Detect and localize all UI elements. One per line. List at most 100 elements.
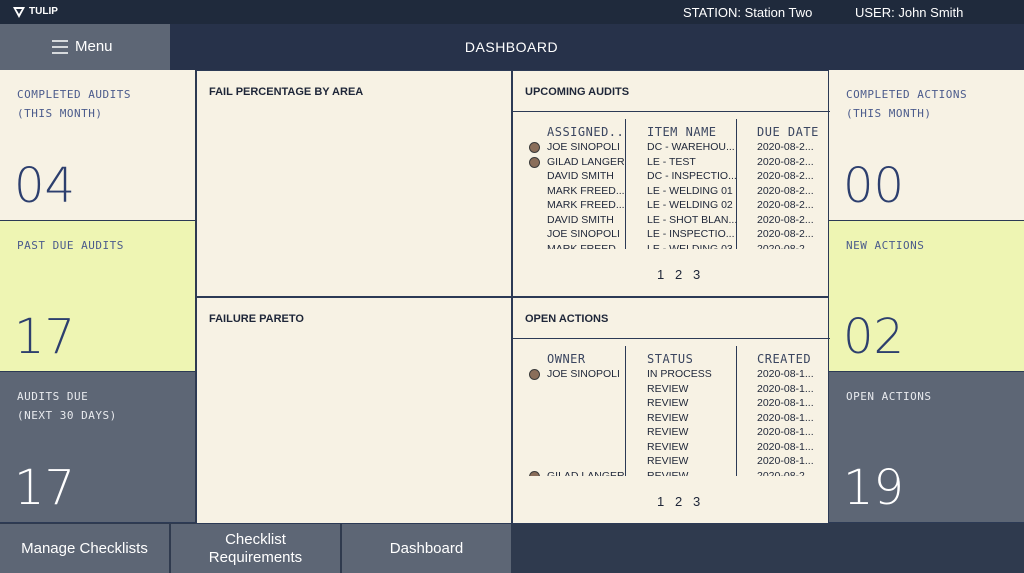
avatar [529,156,540,168]
page-link[interactable]: 3 [693,494,701,509]
table-cell: LE - WELDING 02 [647,199,733,211]
kpi-label: AUDITS DUE [17,390,89,403]
avatar [529,142,540,153]
avatar [529,470,540,476]
table-cell: 2020-08-1... [757,426,814,438]
table-cell: DC - WAREHOU... [647,141,735,153]
chart-panel: FAIL PERCENTAGE BY AREA [196,70,512,297]
nav-button-label: Manage Checklists [21,539,148,557]
table-cell: REVIEW [647,469,689,477]
kpi-label: (THIS MONTH) [846,107,932,120]
kpi-value: 00 [843,158,905,214]
kpi-value: 17 [14,309,76,365]
table-cell: GILAD LANGER [547,155,625,168]
kpi-label: NEW ACTIONS [846,239,925,252]
nav-button-label: Dashboard [389,539,464,557]
table-title: OPEN ACTIONS [525,313,609,325]
table-body: JOE SINOPOLI DC - WAREHOU... 2020-08-2... G… [513,141,830,249]
column-header: STATUS [647,352,694,366]
table-cell: JOE SINOPOLI [547,368,620,380]
nav-button[interactable]: Checklist Requirements [171,524,341,573]
table-cell: 2020-08-2... [757,170,814,182]
column-header: CREATED [757,352,812,366]
table-cell: REVIEW [647,411,689,424]
table-cell: 2020-08-2... [757,141,814,153]
page-link[interactable]: 1 [657,267,665,282]
table-cell: 2020-08-2... [757,469,814,477]
nav-button[interactable]: Manage Checklists [0,524,170,573]
avatar [529,369,540,380]
table-cell: JOE SINOPOLI [547,141,620,153]
table-panel: UPCOMING AUDITS ASSIGNED.. ITEM NAME DUE DA… [512,70,830,297]
kpi-label: PAST DUE AUDITS [17,239,124,252]
kpi-value: 19 [843,460,905,516]
table-title: UPCOMING AUDITS [525,86,630,98]
col-divider [736,346,737,476]
table-cell: 2020-08-2... [757,242,814,250]
station: STATION: Station Two [683,5,813,20]
table-cell: MARK FREED... [547,184,625,197]
kpi-tile: PAST DUE AUDITS 17 [0,221,195,372]
kpi-tile: AUDITS DUE (NEXT 30 DAYS) 17 [0,372,195,523]
table-cell: JOE SINOPOLI [547,228,620,240]
logo-icon [13,7,25,18]
column-header: DUE DATE [757,125,819,139]
table-cell: 2020-08-1... [757,368,814,380]
page-link[interactable]: 1 [657,494,665,509]
chart-title: FAILURE PARETO [209,313,304,325]
logo-text: TULIP [29,6,58,17]
kpi-value: 04 [14,158,76,214]
menu-icon [52,40,68,54]
col-divider [625,119,626,249]
table-cell: DAVID SMITH [547,170,614,182]
table-cell: 2020-08-1... [757,455,814,467]
table-cell: LE - WELDING 03 [647,242,733,250]
table-cell: REVIEW [647,455,689,467]
table-cell: DAVID SMITH [547,213,614,226]
table-cell: 2020-08-1... [757,440,814,453]
nav-button[interactable]: Dashboard [342,524,512,573]
chart-panel: FAILURE PARETO [196,297,512,524]
table-cell: 2020-08-2... [757,155,814,168]
table-cell: IN PROCESS [647,368,712,380]
table-cell: MARK FREED... [547,242,625,250]
col-divider [625,346,626,476]
table-cell: LE - INSPECTIO... [647,228,735,240]
menu-button[interactable]: Menu [0,24,170,70]
table-cell: REVIEW [647,426,689,438]
column-header: ASSIGNED.. [547,125,625,139]
kpi-label: COMPLETED ACTIONS [846,88,968,101]
kpi-label: OPEN ACTIONS [846,390,932,403]
table-cell: 2020-08-2... [757,184,814,197]
divider [513,111,830,112]
kpi-tile: COMPLETED ACTIONS (THIS MONTH) 00 [829,70,1024,221]
table-cell: LE - SHOT BLAN... [647,213,738,226]
column-header: ITEM NAME [647,125,717,139]
table-cell: REVIEW [647,382,689,395]
kpi-tile: OPEN ACTIONS 19 [829,372,1024,523]
page-link[interactable]: 2 [675,494,683,509]
kpi-tile: NEW ACTIONS 02 [829,221,1024,372]
table-panel: OPEN ACTIONS OWNER STATUS CREATED JOE SINOPO… [512,297,830,524]
page-link[interactable]: 3 [693,267,701,282]
table-cell: LE - WELDING 01 [647,184,733,197]
menu-label: Menu [75,38,113,55]
table-cell: GILAD LANGER [547,469,625,477]
table-cell: DC - INSPECTIO... [647,170,737,182]
column-header: OWNER [547,352,586,366]
table-cell: 2020-08-1... [757,382,814,395]
kpi-label: COMPLETED AUDITS [17,88,131,101]
kpi-value: 17 [14,460,76,516]
nav-button-label: Checklist [225,530,286,548]
page-link[interactable]: 2 [675,267,683,282]
table-cell: 2020-08-1... [757,411,814,424]
table-body: JOE SINOPOLI IN PROCESS 2020-08-1... REVIEW… [513,368,830,476]
header-bar: Menu DASHBOARD [0,24,1024,70]
nav-button-label: Requirements [208,548,303,566]
table-cell: 2020-08-2... [757,199,814,211]
chart-title: FAIL PERCENTAGE BY AREA [209,86,364,98]
header-title: DASHBOARD [464,39,559,55]
table-cell: MARK FREED... [547,199,625,211]
table-cell: REVIEW [647,440,689,453]
